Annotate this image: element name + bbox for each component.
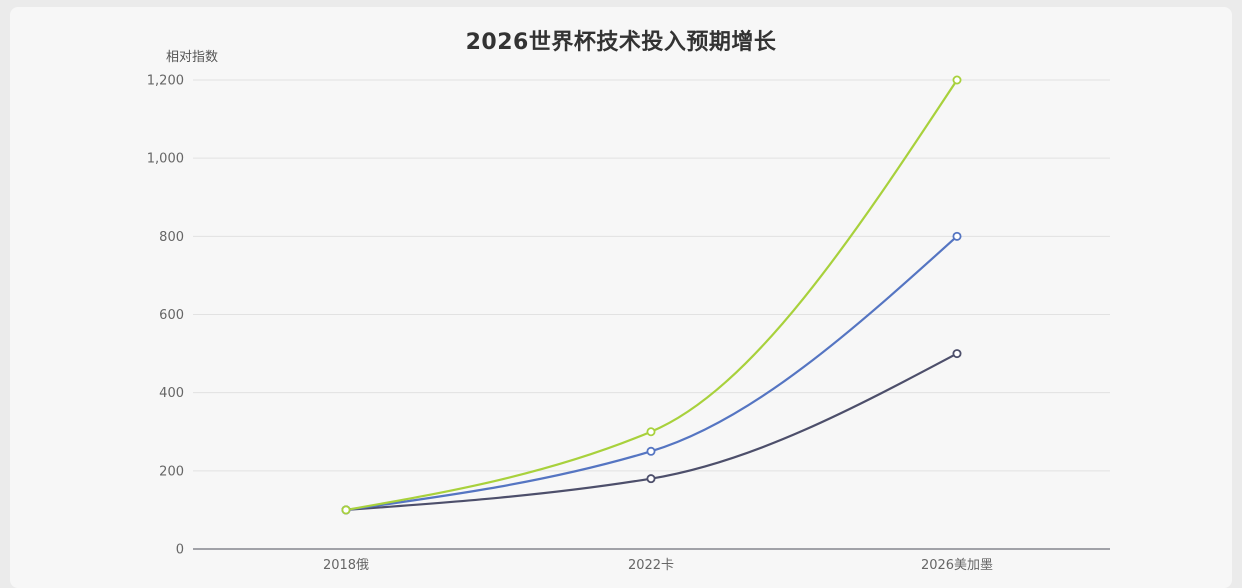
y-tick-label: 600 bbox=[159, 308, 184, 323]
grid-lines bbox=[193, 79, 1110, 472]
x-tick-labels: 2018俄 2022卡 2026美加墨 bbox=[323, 558, 993, 573]
series-markers bbox=[341, 75, 962, 515]
series-lines bbox=[344, 78, 959, 512]
data-point-series-1 bbox=[646, 427, 656, 437]
x-tick-label: 2018俄 bbox=[323, 558, 369, 573]
data-point-series-1 bbox=[952, 75, 962, 85]
data-point-series-2 bbox=[646, 446, 656, 456]
y-tick-label: 200 bbox=[159, 464, 184, 479]
series-line-2 bbox=[344, 235, 959, 512]
y-tick-label: 400 bbox=[159, 386, 184, 401]
y-tick-label: 800 bbox=[159, 230, 184, 245]
y-tick-label: 0 bbox=[176, 543, 184, 558]
x-tick-label: 2026美加墨 bbox=[921, 558, 993, 573]
chart-title: 2026世界杯技术投入预期增长 bbox=[465, 30, 777, 55]
data-point-series-3 bbox=[646, 474, 656, 484]
data-point-series-1 bbox=[341, 505, 351, 515]
y-tick-labels: 0 200 400 600 800 1,000 1,200 bbox=[147, 74, 184, 558]
data-point-series-3 bbox=[952, 349, 962, 359]
chart-card bbox=[10, 7, 1232, 588]
data-point-series-2 bbox=[952, 231, 962, 241]
series-line-1 bbox=[344, 78, 959, 512]
y-tick-label: 1,000 bbox=[147, 152, 184, 167]
x-tick-label: 2022卡 bbox=[628, 558, 674, 573]
y-axis-label: 相对指数 bbox=[166, 50, 219, 65]
y-tick-label: 1,200 bbox=[147, 74, 184, 89]
